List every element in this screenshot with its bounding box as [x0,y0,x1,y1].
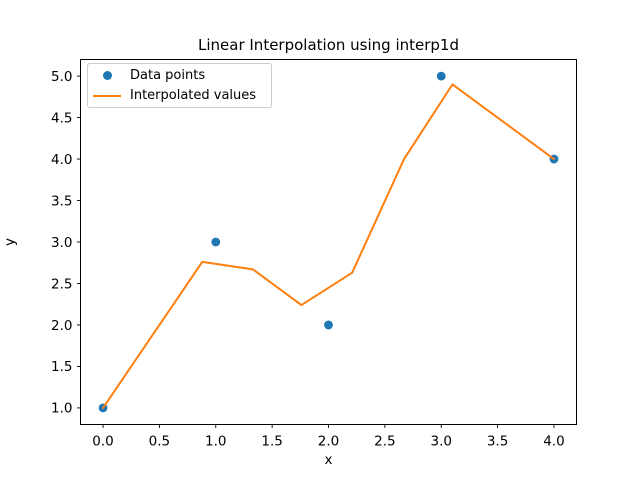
scatter-marker-icon [102,70,112,80]
legend-handle [93,94,121,97]
x-tick-label: 2.5 [374,434,395,450]
y-tick-label: 4.5 [51,110,72,126]
x-tick-label: 0.5 [149,434,170,450]
data-point [436,71,446,81]
x-tick-label: 1.5 [261,434,282,450]
y-axis-label: y [2,237,18,246]
y-tick-label: 1.5 [51,359,72,375]
y-tick-label: 3.5 [51,193,72,209]
legend-label-interpolated-values: Interpolated values [130,88,257,104]
legend: Data points Interpolated values [87,63,272,108]
legend-label-data-points: Data points [130,67,206,83]
y-tick-label: 5.0 [51,69,72,85]
y-tick-label: 2.5 [51,276,72,292]
legend-item-interpolated-values: Interpolated values [93,87,271,105]
y-tick-label: 2.0 [51,318,72,334]
data-point [211,237,221,247]
line-sample-icon [93,94,121,97]
data-point [324,320,333,330]
x-tick-label: 4.0 [543,434,564,450]
x-tick-label: 2.0 [318,434,339,450]
x-tick-label: 0.0 [92,434,113,450]
interpolated-line [102,83,555,409]
y-tick-label: 4.0 [51,152,72,168]
y-tick-label: 1.0 [51,401,72,417]
y-tick-label: 3.0 [51,235,72,251]
chart-title: Linear Interpolation using interp1d [198,36,459,54]
plot-frame [80,59,577,425]
x-tick-label: 3.5 [487,434,508,450]
legend-handle [93,70,121,80]
x-axis-label: x [324,452,333,468]
x-tick-label: 1.0 [205,434,226,450]
legend-item-data-points: Data points [93,66,271,84]
x-tick-label: 3.0 [430,434,451,450]
